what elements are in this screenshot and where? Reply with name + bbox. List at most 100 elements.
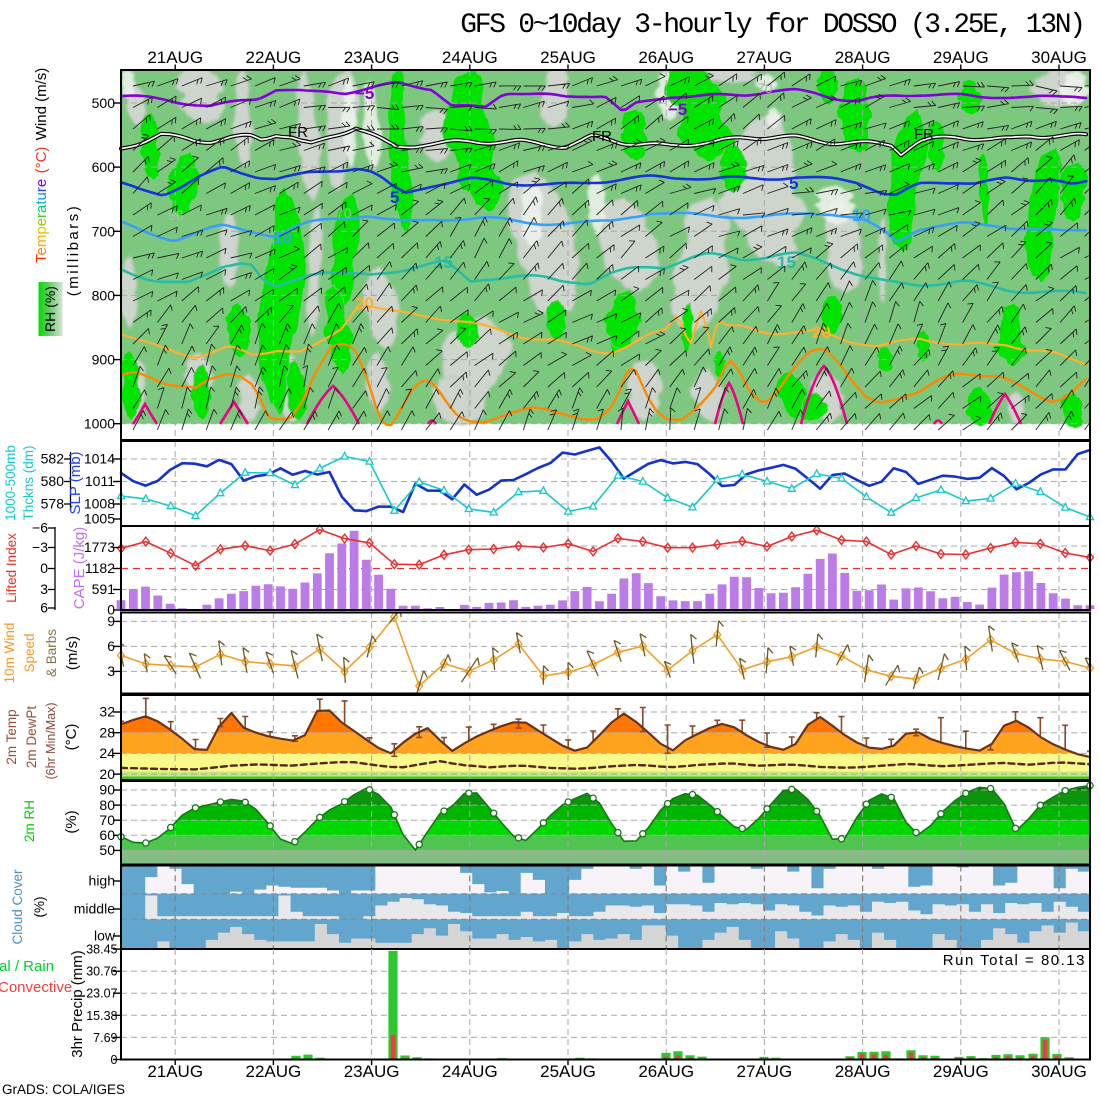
svg-text:15.38: 15.38	[86, 1009, 117, 1023]
svg-text:FR: FR	[288, 124, 308, 141]
svg-text:1005: 1005	[84, 511, 115, 527]
svg-text:GrADS: COLA/IGES: GrADS: COLA/IGES	[2, 1082, 125, 1097]
svg-text:600: 600	[92, 159, 116, 175]
svg-text:3: 3	[107, 663, 115, 679]
svg-text:−3: −3	[32, 539, 48, 555]
svg-text:(%): (%)	[63, 810, 80, 833]
svg-text:Cloud Cover: Cloud Cover	[10, 869, 25, 945]
svg-text:591: 591	[92, 581, 116, 597]
svg-text:2m RH: 2m RH	[22, 800, 37, 842]
svg-text:50: 50	[99, 842, 115, 858]
svg-text:10m Wind: 10m Wind	[2, 623, 17, 684]
svg-text:500: 500	[92, 95, 116, 111]
svg-text:Speed: Speed	[22, 633, 37, 672]
svg-text:24AUG: 24AUG	[442, 48, 498, 67]
svg-text:22AUG: 22AUG	[246, 48, 302, 67]
svg-text:5: 5	[789, 174, 798, 193]
svg-text:15: 15	[434, 253, 453, 272]
svg-text:582: 582	[41, 451, 65, 467]
svg-text:25AUG: 25AUG	[540, 48, 596, 67]
svg-text:& Barbs: & Barbs	[44, 629, 59, 677]
svg-text:Run Total = 80.13: Run Total = 80.13	[943, 952, 1086, 969]
svg-text:10: 10	[852, 206, 871, 225]
svg-text:Lifted Index: Lifted Index	[4, 533, 19, 603]
svg-text:−5: −5	[355, 84, 374, 103]
svg-text:(°C): (°C)	[63, 724, 80, 751]
svg-text:30.76: 30.76	[86, 965, 117, 979]
svg-text:23.07: 23.07	[86, 987, 117, 1001]
svg-text:6: 6	[40, 600, 48, 616]
svg-text:5: 5	[390, 188, 399, 207]
svg-text:15: 15	[777, 253, 796, 272]
svg-text:GFS 0~10day 3-hourly for DOSSO: GFS 0~10day 3-hourly for DOSSO (3.25E, 1…	[460, 10, 1084, 41]
svg-text:Thckns (dm): Thckns (dm)	[21, 445, 36, 520]
svg-text:Wind (m/s): Wind (m/s)	[33, 68, 50, 141]
svg-text:1011: 1011	[85, 473, 115, 489]
svg-text:0: 0	[111, 1053, 118, 1067]
svg-text:27AUG: 27AUG	[737, 48, 793, 67]
svg-text:2m Temp: 2m Temp	[4, 709, 19, 764]
svg-text:(millibars): (millibars)	[65, 204, 82, 297]
svg-text:26AUG: 26AUG	[638, 1062, 694, 1081]
svg-text:70: 70	[757, 80, 773, 96]
svg-text:21AUG: 21AUG	[147, 1062, 203, 1081]
svg-text:SLP (mb): SLP (mb)	[67, 451, 84, 514]
svg-text:CAPE (J/kg): CAPE (J/kg)	[71, 527, 88, 610]
svg-text:27AUG: 27AUG	[737, 1062, 793, 1081]
svg-text:80: 80	[99, 797, 115, 813]
svg-text:Total / Rain: Total / Rain	[0, 958, 54, 975]
svg-text:low: low	[94, 928, 116, 944]
svg-text:1014: 1014	[84, 451, 115, 467]
svg-text:middle: middle	[74, 901, 115, 917]
svg-text:28: 28	[99, 724, 115, 740]
svg-text:Convective: Convective	[0, 979, 72, 996]
svg-text:90: 90	[99, 782, 115, 798]
svg-text:26AUG: 26AUG	[638, 48, 694, 67]
svg-text:(%): (%)	[32, 897, 47, 918]
svg-text:25AUG: 25AUG	[540, 1062, 596, 1081]
svg-text:800: 800	[92, 287, 116, 303]
svg-text:1182: 1182	[85, 560, 115, 576]
svg-text:(°C): (°C)	[33, 147, 50, 174]
svg-text:3: 3	[40, 581, 48, 597]
svg-text:(6hr Min/Max): (6hr Min/Max)	[44, 702, 58, 779]
svg-text:38.45: 38.45	[86, 943, 117, 957]
svg-text:70: 70	[336, 205, 352, 221]
svg-text:7.69: 7.69	[93, 1031, 117, 1045]
svg-text:578: 578	[41, 496, 65, 512]
svg-text:FR: FR	[914, 126, 934, 143]
svg-text:−5: −5	[668, 100, 687, 119]
svg-text:20: 20	[355, 294, 374, 313]
svg-text:700: 700	[92, 223, 116, 239]
svg-text:6: 6	[107, 638, 115, 654]
svg-text:28AUG: 28AUG	[835, 48, 891, 67]
svg-text:Temperature: Temperature	[33, 179, 50, 263]
svg-text:1773: 1773	[84, 539, 115, 555]
svg-text:90: 90	[168, 207, 184, 223]
svg-text:29AUG: 29AUG	[933, 1062, 989, 1081]
svg-text:22AUG: 22AUG	[246, 1062, 302, 1081]
svg-text:FR: FR	[592, 128, 612, 145]
svg-text:0: 0	[107, 602, 115, 618]
svg-text:9: 9	[107, 613, 115, 629]
svg-text:70: 70	[99, 812, 115, 828]
svg-text:1000-500mb: 1000-500mb	[3, 445, 18, 521]
svg-text:high: high	[89, 873, 115, 889]
svg-text:2m DewPt: 2m DewPt	[24, 706, 39, 769]
svg-text:24AUG: 24AUG	[442, 1062, 498, 1081]
svg-text:0: 0	[40, 560, 48, 576]
svg-text:60: 60	[99, 827, 115, 843]
svg-text:30AUG: 30AUG	[1031, 1062, 1087, 1081]
svg-text:900: 900	[92, 352, 116, 368]
svg-text:23AUG: 23AUG	[344, 1062, 400, 1081]
svg-text:20: 20	[99, 766, 115, 782]
svg-text:1000: 1000	[84, 416, 115, 432]
svg-text:29AUG: 29AUG	[933, 48, 989, 67]
svg-text:580: 580	[41, 473, 65, 489]
svg-text:−6: −6	[32, 520, 48, 536]
svg-text:28AUG: 28AUG	[835, 1062, 891, 1081]
svg-text:20: 20	[812, 323, 831, 342]
svg-text:23AUG: 23AUG	[344, 48, 400, 67]
svg-text:32: 32	[99, 704, 115, 720]
svg-text:RH (%): RH (%)	[42, 286, 58, 332]
